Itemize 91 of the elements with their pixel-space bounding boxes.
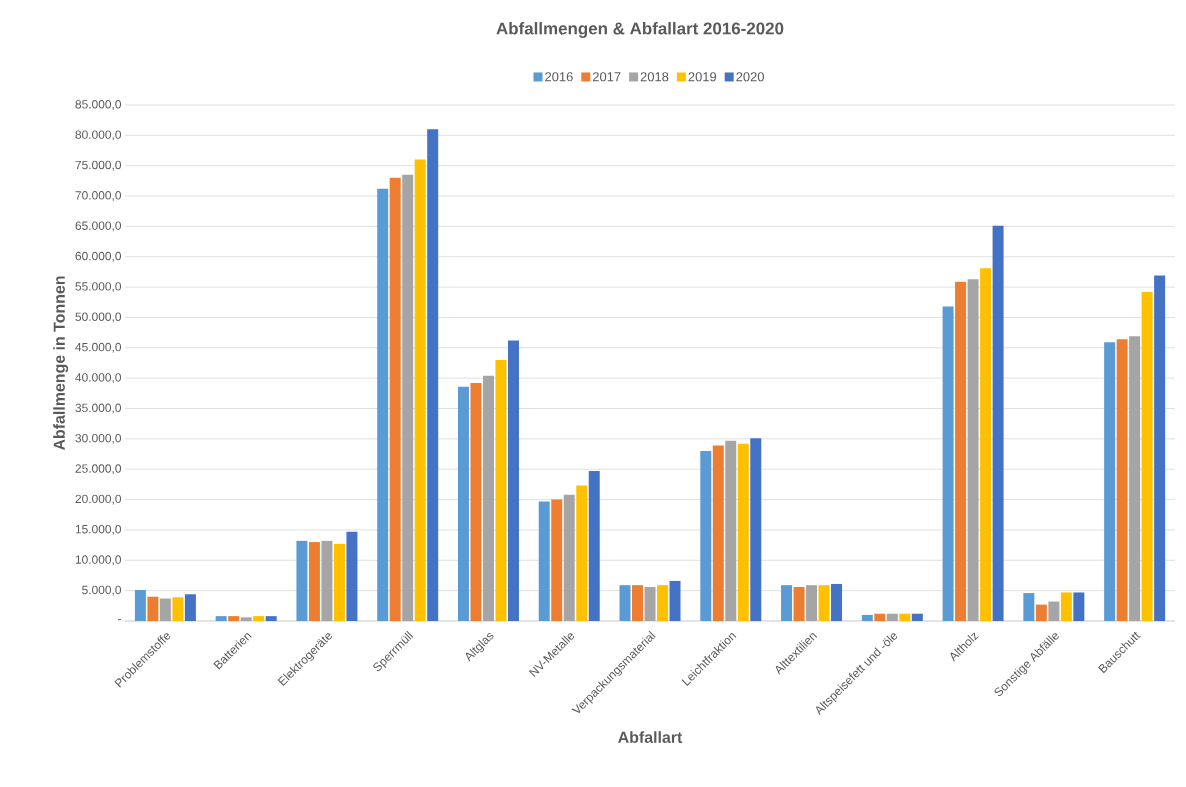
bar [861,614,873,621]
bar [377,188,389,621]
bar [725,440,737,621]
bar [215,616,227,621]
y-tick-label: 60.000,0 [75,251,122,262]
bar [1048,601,1060,621]
y-tick-label: 20.000,0 [75,494,122,505]
legend-label: 2020 [736,72,764,82]
bar [980,268,992,621]
y-tick-label: - [118,619,121,621]
y-tick-label: 15.000,0 [75,524,122,535]
y-tick-label: 10.000,0 [75,555,122,566]
y-tick-label: 45.000,0 [75,342,122,353]
bar [967,279,979,621]
bar [632,585,644,621]
bar [700,451,712,621]
bar [737,443,749,621]
bar [992,225,1004,621]
bar [172,597,184,621]
bar [346,531,358,621]
bar [134,590,146,621]
bar [495,359,507,621]
bar [781,585,793,621]
bar [402,174,414,621]
bar [831,583,843,621]
bar [793,586,805,621]
bar [644,586,656,621]
legend-label: 2018 [640,72,669,82]
bar [874,613,886,621]
bar [159,598,171,621]
bar [576,485,588,621]
y-tick-label: 35.000,0 [75,403,122,414]
chart-title: Abfallmengen & Abfallart 2016-2020 [496,22,784,38]
bar [1116,339,1128,621]
legend-label: 2017 [592,72,621,82]
bar [389,177,401,621]
bar [551,499,563,621]
bar [482,375,494,621]
legend-label: 2019 [688,72,717,82]
y-axis-title: Abfallmenge in Tonnen [53,276,69,451]
bar [588,471,600,621]
bar [1154,275,1166,621]
bar [333,543,345,621]
bar [240,617,252,621]
bar [911,613,923,621]
bar [750,438,762,621]
bar [1129,336,1141,621]
bar [507,340,519,621]
y-tick-label: 5.000,0 [82,585,122,596]
y-tick-label: 70.000,0 [75,191,122,201]
bar [1104,342,1116,621]
bar [806,585,818,621]
bar [1073,592,1085,621]
bar [321,540,333,621]
bar [1035,604,1047,621]
x-axis-title: Abfallart [618,731,683,743]
bar [955,281,967,621]
bar [470,383,482,621]
legend-label: 2016 [545,72,573,82]
bar [886,613,898,621]
y-tick-label: 40.000,0 [75,373,122,384]
bar [1060,592,1072,621]
bar [228,616,240,621]
bar [147,596,159,621]
y-tick-label: 30.000,0 [75,433,122,444]
y-tick-label: 85.000,0 [75,100,122,110]
bar [563,494,575,621]
bar [1141,291,1153,621]
bar [818,585,830,621]
y-tick-label: 25.000,0 [75,464,122,475]
bar [308,542,320,621]
bar [414,159,426,621]
bar [427,129,439,621]
bar [899,613,911,621]
bar [265,616,277,621]
y-tick-label: 75.000,0 [75,160,122,171]
bar [253,616,265,621]
bar [669,580,681,621]
y-tick-label: 65.000,0 [75,221,122,232]
bar [184,594,196,621]
bar [657,585,669,621]
bar [538,501,550,621]
y-tick-label: 50.000,0 [75,312,122,323]
y-tick-label: 80.000,0 [75,130,122,141]
y-tick-label: 55.000,0 [75,282,122,293]
bar [296,540,308,621]
bar [712,445,724,621]
bar [1023,593,1035,621]
bar [619,585,631,621]
bar [942,306,954,621]
bar [457,386,469,621]
